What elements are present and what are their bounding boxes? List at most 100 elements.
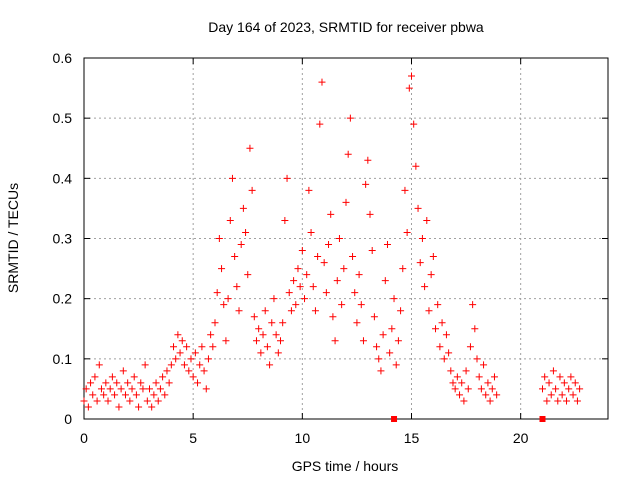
data-point <box>556 373 564 381</box>
data-point <box>152 379 160 387</box>
y-axis: 0 0.1 0.2 0.3 0.4 0.5 0.6 <box>53 50 608 427</box>
data-point <box>91 373 99 381</box>
data-point <box>375 355 383 363</box>
data-point <box>429 253 437 261</box>
data-point <box>111 391 119 399</box>
data-point <box>368 247 376 255</box>
data-point <box>244 271 252 279</box>
data-point <box>466 343 474 351</box>
data-point <box>547 391 555 399</box>
data-point <box>242 228 250 236</box>
data-point <box>137 379 145 387</box>
data-point <box>403 228 411 236</box>
data-point <box>549 367 557 375</box>
data-point <box>392 361 400 369</box>
x-tick-label: 0 <box>80 430 88 446</box>
data-point <box>484 379 492 387</box>
data-point <box>471 325 479 333</box>
data-point <box>185 367 193 375</box>
data-point <box>351 289 359 297</box>
data-point <box>135 403 143 411</box>
data-point <box>383 241 391 249</box>
data-point <box>307 228 315 236</box>
data-point <box>445 349 453 357</box>
data-point <box>115 403 123 411</box>
data-point <box>84 403 92 411</box>
data-point <box>180 361 188 369</box>
data-point <box>287 307 295 315</box>
data-point <box>482 391 490 399</box>
data-point <box>87 379 95 387</box>
data-point <box>235 307 243 315</box>
data-point <box>333 277 341 285</box>
data-point <box>108 373 116 381</box>
data-point <box>462 367 470 375</box>
data-point <box>447 367 455 375</box>
x-tick-label: 5 <box>189 430 197 446</box>
data-point <box>567 373 575 381</box>
data-point <box>102 379 110 387</box>
data-point <box>141 361 149 369</box>
data-point <box>139 385 147 393</box>
data-point <box>342 198 350 206</box>
data-point <box>277 337 284 345</box>
data-point <box>290 277 298 285</box>
data-point <box>196 361 204 369</box>
data-point <box>338 301 346 309</box>
data-point <box>349 253 357 261</box>
data-point <box>388 325 396 333</box>
data-point <box>543 397 551 405</box>
data-point <box>191 349 199 357</box>
data-point <box>355 271 363 279</box>
data-point <box>314 253 322 261</box>
data-point <box>93 397 101 405</box>
data-point <box>373 343 381 351</box>
data-point <box>576 385 584 393</box>
data-point <box>370 313 378 321</box>
x-tick-label: 20 <box>513 430 529 446</box>
data-point <box>434 301 442 309</box>
y-tick-label: 0.1 <box>53 351 73 367</box>
data-point <box>132 391 140 399</box>
data-point <box>325 241 333 249</box>
data-point <box>165 379 173 387</box>
data-point <box>418 235 426 242</box>
data-point <box>359 337 367 345</box>
data-point <box>316 120 324 128</box>
data-point <box>279 319 287 327</box>
data-point <box>128 385 136 393</box>
data-point <box>346 114 354 122</box>
data-point <box>427 271 435 279</box>
data-point <box>228 174 236 182</box>
y-tick-label: 0.4 <box>53 170 73 186</box>
data-point <box>451 385 459 393</box>
data-point <box>353 319 361 327</box>
data-point <box>285 289 293 297</box>
data-point <box>357 301 365 309</box>
data-point <box>154 397 162 405</box>
data-point <box>554 397 562 405</box>
data-point <box>296 283 304 291</box>
data-point <box>119 367 127 375</box>
data-point <box>318 78 326 86</box>
data-point <box>394 337 402 345</box>
data-point <box>563 397 571 405</box>
data-point <box>281 216 289 224</box>
data-point <box>104 397 112 405</box>
data-point <box>408 72 415 80</box>
data-point <box>194 379 202 387</box>
data-point <box>552 385 560 393</box>
data-point <box>100 391 108 399</box>
axis-marker <box>391 416 398 422</box>
data-point <box>259 331 267 339</box>
data-point <box>344 150 352 158</box>
data-point <box>386 349 394 357</box>
data-point <box>436 343 444 351</box>
data-point <box>211 319 219 327</box>
data-point <box>477 385 485 393</box>
data-point <box>272 331 280 339</box>
data-point <box>464 385 472 393</box>
data-point <box>248 186 256 194</box>
data-point <box>488 385 496 393</box>
